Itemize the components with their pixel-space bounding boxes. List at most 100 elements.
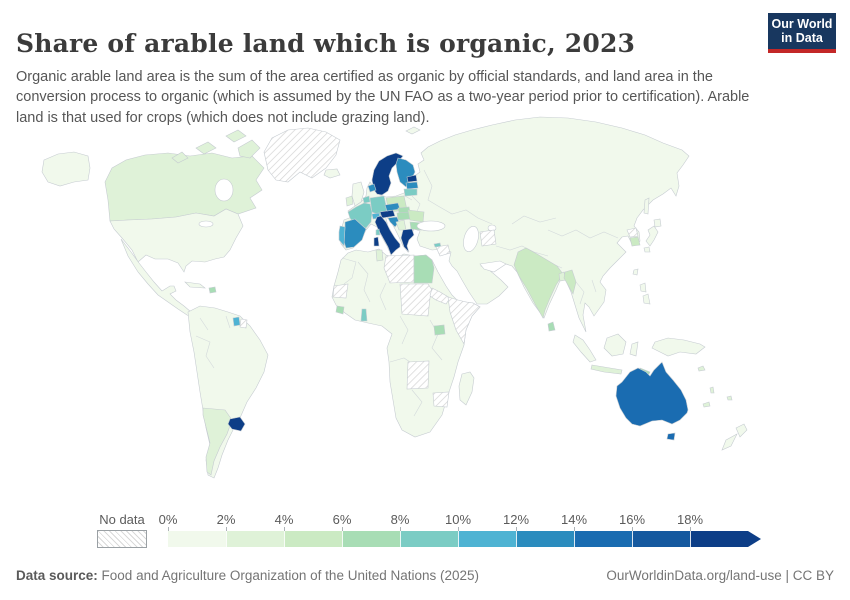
owid-link[interactable]: OurWorldinData.org/land-use xyxy=(606,568,782,583)
region-greece[interactable] xyxy=(400,228,415,253)
legend-bin-6[interactable] xyxy=(516,531,574,547)
legend-bin-0[interactable] xyxy=(168,531,226,547)
region-western-sahara[interactable] xyxy=(332,283,349,299)
legend-bin-2[interactable] xyxy=(284,531,342,547)
page-title: Share of arable land which is organic, 2… xyxy=(16,28,636,58)
region-egypt[interactable] xyxy=(413,254,435,284)
region-sri-lanka[interactable] xyxy=(547,321,556,332)
legend-bin-1[interactable] xyxy=(226,531,284,547)
legend-tick: 0% xyxy=(158,512,178,527)
region-portugal[interactable] xyxy=(338,225,346,247)
region-corsica[interactable] xyxy=(375,228,381,236)
region-japan[interactable] xyxy=(645,225,659,247)
region-fiji[interactable] xyxy=(726,395,733,401)
region-cuba[interactable] xyxy=(184,281,206,289)
border-line xyxy=(195,335,215,369)
persian-gulf xyxy=(479,260,507,273)
region-sumatra[interactable] xyxy=(572,334,597,363)
legend-ticks: 0% 2% 4% 6% 8% 10% 12% 14% 16% 18% xyxy=(159,512,788,532)
border-line xyxy=(341,257,371,303)
region-india[interactable] xyxy=(513,247,564,319)
region-syria[interactable] xyxy=(435,244,451,257)
region-new-guinea[interactable] xyxy=(651,337,706,357)
region-canada-arctic-island[interactable] xyxy=(195,141,217,155)
region-zimbabwe[interactable] xyxy=(432,391,450,408)
legend-bin-9[interactable] xyxy=(690,531,761,547)
footer-links: OurWorldinData.org/land-use | CC BY xyxy=(606,568,834,583)
region-new-zealand-north[interactable] xyxy=(735,423,748,438)
license-link[interactable]: CC BY xyxy=(792,568,834,583)
region-alaska[interactable] xyxy=(41,151,91,187)
region-mexico-central-america[interactable] xyxy=(120,238,195,319)
legend-tickmark xyxy=(458,527,459,532)
region-italy[interactable] xyxy=(374,215,401,256)
region-hispaniola[interactable] xyxy=(208,286,217,294)
region-canada[interactable] xyxy=(104,152,265,222)
region-togo[interactable] xyxy=(360,308,368,322)
data-source-label: Data source: xyxy=(16,568,98,583)
legend-tick: 14% xyxy=(560,512,588,527)
region-sierra-leone[interactable] xyxy=(335,305,345,315)
region-sardinia[interactable] xyxy=(373,236,380,247)
region-canada-arctic-island[interactable] xyxy=(171,151,189,164)
legend-tickmark xyxy=(632,527,633,532)
region-uruguay[interactable] xyxy=(227,416,246,432)
region-vanuatu[interactable] xyxy=(709,386,715,394)
region-svalbard[interactable] xyxy=(405,126,421,135)
region-north-korea[interactable] xyxy=(626,227,639,238)
region-eurasia[interactable] xyxy=(339,116,690,333)
region-libya[interactable] xyxy=(383,254,415,284)
region-madagascar[interactable] xyxy=(458,371,475,406)
region-eritrea[interactable] xyxy=(429,287,451,305)
region-baffin-island[interactable] xyxy=(237,139,261,159)
region-philippines[interactable] xyxy=(642,293,651,305)
region-borneo[interactable] xyxy=(603,333,627,357)
region-suriname[interactable] xyxy=(232,316,241,327)
region-tunisia[interactable] xyxy=(375,249,384,262)
legend-tickmark xyxy=(690,527,691,532)
region-tasmania[interactable] xyxy=(666,432,676,441)
region-sulawesi[interactable] xyxy=(629,341,639,357)
region-romania[interactable] xyxy=(407,209,425,223)
legend-bin-7[interactable] xyxy=(574,531,632,547)
region-canada-arctic-island[interactable] xyxy=(225,129,247,143)
owid-logo[interactable]: Our World in Data xyxy=(768,13,836,53)
region-new-zealand-south[interactable] xyxy=(721,433,738,451)
legend-bin-3[interactable] xyxy=(342,531,400,547)
legend-bin-4[interactable] xyxy=(400,531,458,547)
legend-tick: 18% xyxy=(676,512,704,527)
region-java[interactable] xyxy=(590,364,623,375)
region-denmark[interactable] xyxy=(367,183,377,193)
legend-bin-8[interactable] xyxy=(632,531,690,547)
region-sudan[interactable] xyxy=(399,283,433,317)
region-french-guiana[interactable] xyxy=(239,318,248,329)
region-estonia[interactable] xyxy=(406,174,418,183)
region-myanmar[interactable] xyxy=(563,269,577,295)
region-iceland[interactable] xyxy=(323,168,341,179)
legend-tick: 2% xyxy=(216,512,236,527)
region-angola[interactable] xyxy=(406,360,430,390)
region-lithuania[interactable] xyxy=(403,188,418,197)
region-philippines[interactable] xyxy=(639,282,647,293)
region-greenland[interactable] xyxy=(263,127,341,183)
region-somalia[interactable] xyxy=(447,296,481,345)
legend-tick: 4% xyxy=(274,512,294,527)
legend-no-data-swatch[interactable] xyxy=(97,530,147,548)
region-uganda[interactable] xyxy=(433,324,446,336)
region-new-caledonia[interactable] xyxy=(702,401,711,408)
region-sakhalin[interactable] xyxy=(643,197,650,215)
region-solomon-islands[interactable] xyxy=(697,365,706,372)
region-turkmenistan[interactable] xyxy=(479,229,497,247)
region-australia[interactable] xyxy=(615,361,689,427)
region-ireland[interactable] xyxy=(345,195,354,207)
region-south-america[interactable] xyxy=(187,305,269,479)
legend-bin-5[interactable] xyxy=(458,531,516,547)
region-japan-kyushu[interactable] xyxy=(643,246,651,253)
region-benelux[interactable] xyxy=(362,195,371,204)
region-japan-hokkaido[interactable] xyxy=(653,218,662,228)
region-south-korea[interactable] xyxy=(629,236,641,247)
region-taiwan[interactable] xyxy=(632,268,639,276)
region-latvia[interactable] xyxy=(405,181,419,190)
